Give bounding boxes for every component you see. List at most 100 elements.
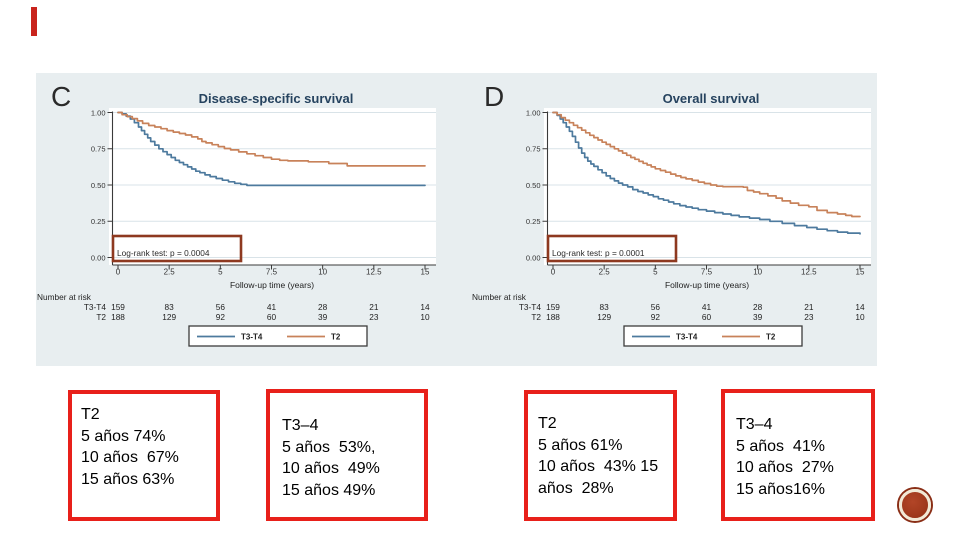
red-accent-mark <box>31 7 37 36</box>
annotation-line: T3–4 <box>282 417 319 434</box>
annotation-line: 15 años 49% <box>282 481 376 499</box>
annotation-line: 10 años 43% 15 <box>538 458 659 475</box>
x-axis-label: Follow-up time (years) <box>665 280 749 290</box>
y-tick-label: 0.75 <box>91 145 106 154</box>
annotation-line: T2 <box>538 415 557 432</box>
x-tick-label: 5 <box>218 268 223 277</box>
risk-value: 10 <box>855 312 865 322</box>
annotation-line: 5 años 53%, <box>282 438 376 456</box>
risk-header: Number at risk <box>37 292 92 302</box>
x-tick-label: 7.5 <box>266 268 278 277</box>
x-tick-label: 0 <box>551 268 556 277</box>
km-chart-disease-specific-survival: 0.00 0.25 0.50 0.75 1.00 0 2.5 5 7.5 10 12.5 15 Foll… <box>37 91 436 347</box>
x-tick-label: 12.5 <box>801 268 817 277</box>
risk-row-label: T3-T4 <box>84 302 107 312</box>
risk-value: 188 <box>546 312 560 322</box>
figure-panel: C D 0.00 0.25 0.50 0.75 1.00 0 2.5 5 7.5 10 12.5 15… <box>36 73 877 366</box>
risk-value: 39 <box>753 312 763 322</box>
annotation-box-dss-t2: T2 5 años 74% 10 años 67% 15 años 63% <box>68 390 220 521</box>
y-tick-label: 1.00 <box>526 108 541 117</box>
risk-value: 28 <box>318 302 328 312</box>
km-curve-T3-T4 <box>117 111 426 187</box>
y-tick-label: 0.00 <box>91 253 106 262</box>
annotation-box-os-t34: T3–4 5 años 41% 10 años 27% 15 años16% <box>721 389 875 521</box>
x-tick-label: 7.5 <box>701 268 713 277</box>
annotation-line: T2 <box>81 406 100 423</box>
annotation-line: 10 años 27% <box>736 459 834 476</box>
risk-value: 159 <box>111 302 125 312</box>
risk-value: 23 <box>804 312 814 322</box>
km-curve-T2 <box>117 111 426 167</box>
panel-label-c: C <box>51 81 72 112</box>
x-tick-label: 10 <box>318 268 327 277</box>
risk-value: 28 <box>753 302 763 312</box>
y-tick-label: 0.00 <box>526 253 541 262</box>
risk-value: 92 <box>651 312 661 322</box>
risk-value: 14 <box>420 302 430 312</box>
risk-value: 56 <box>651 302 661 312</box>
annotation-box-dss-t34: T3–4 5 años 53%, 10 años 49% 15 años 49% <box>266 389 428 521</box>
logrank-box <box>111 234 243 263</box>
annotation-box-os-t2: T2 5 años 61% 10 años 43% 15 años 28% <box>524 390 677 521</box>
risk-value: 41 <box>702 302 712 312</box>
km-chart-overall-survival: 0.00 0.25 0.50 0.75 1.00 0 2.5 5 7.5 10 12.5 15 Foll… <box>472 91 871 347</box>
chart-title: Disease-specific survival <box>199 91 354 106</box>
annotation-line: 10 años 67% <box>81 449 179 466</box>
logrank-text: Log-rank test: p = 0.0001 <box>552 248 645 258</box>
x-tick-label: 0 <box>116 268 121 277</box>
x-tick-label: 15 <box>421 268 430 277</box>
risk-header: Number at risk <box>472 292 527 302</box>
risk-value: 60 <box>702 312 712 322</box>
risk-row-label: T3-T4 <box>519 302 542 312</box>
risk-value: 56 <box>216 302 226 312</box>
y-tick-label: 0.75 <box>526 145 541 154</box>
y-tick-label: 0.25 <box>91 217 106 226</box>
x-tick-label: 2.5 <box>599 268 611 277</box>
risk-value: 10 <box>420 312 430 322</box>
risk-value: 129 <box>162 312 176 322</box>
legend-label: T3-T4 <box>676 333 698 342</box>
annotation-line: 10 años 49% <box>282 460 380 477</box>
annotation-line: 5 años 41% <box>736 437 825 455</box>
risk-value: 14 <box>855 302 865 312</box>
plot-area <box>544 108 871 265</box>
y-tick-label: 0.25 <box>526 217 541 226</box>
km-curve-T3-T4 <box>552 111 861 235</box>
risk-value: 83 <box>600 302 610 312</box>
annotation-line: T3–4 <box>736 416 773 433</box>
x-axis-label: Follow-up time (years) <box>230 280 314 290</box>
risk-value: 159 <box>546 302 560 312</box>
decorative-circle <box>899 489 931 521</box>
risk-value: 21 <box>369 302 379 312</box>
annotation-line: 5 años 74% <box>81 427 166 445</box>
annotation-line: años 28% <box>538 479 614 497</box>
risk-value: 188 <box>111 312 125 322</box>
y-tick-label: 0.50 <box>526 181 541 190</box>
risk-value: 23 <box>369 312 379 322</box>
y-tick-label: 0.50 <box>91 181 106 190</box>
chart-title: Overall survival <box>663 91 760 106</box>
risk-value: 21 <box>804 302 814 312</box>
x-tick-label: 2.5 <box>164 268 176 277</box>
legend-label: T2 <box>331 333 341 342</box>
legend-label: T2 <box>766 333 776 342</box>
y-tick-label: 1.00 <box>91 108 106 117</box>
risk-value: 83 <box>165 302 175 312</box>
risk-value: 41 <box>267 302 277 312</box>
risk-row-label: T2 <box>96 312 106 322</box>
x-tick-label: 5 <box>653 268 658 277</box>
risk-value: 60 <box>267 312 277 322</box>
x-tick-label: 12.5 <box>366 268 382 277</box>
risk-value: 92 <box>216 312 226 322</box>
x-tick-label: 15 <box>856 268 865 277</box>
risk-value: 39 <box>318 312 328 322</box>
legend-box <box>188 325 368 347</box>
annotation-line: 5 años 61% <box>538 436 623 454</box>
annotation-line: 15 años16% <box>736 480 825 498</box>
risk-value: 129 <box>597 312 611 322</box>
annotation-line: 15 años 63% <box>81 470 175 488</box>
logrank-text: Log-rank test: p = 0.0004 <box>117 248 210 258</box>
risk-row-label: T2 <box>531 312 541 322</box>
logrank-box <box>546 234 678 263</box>
